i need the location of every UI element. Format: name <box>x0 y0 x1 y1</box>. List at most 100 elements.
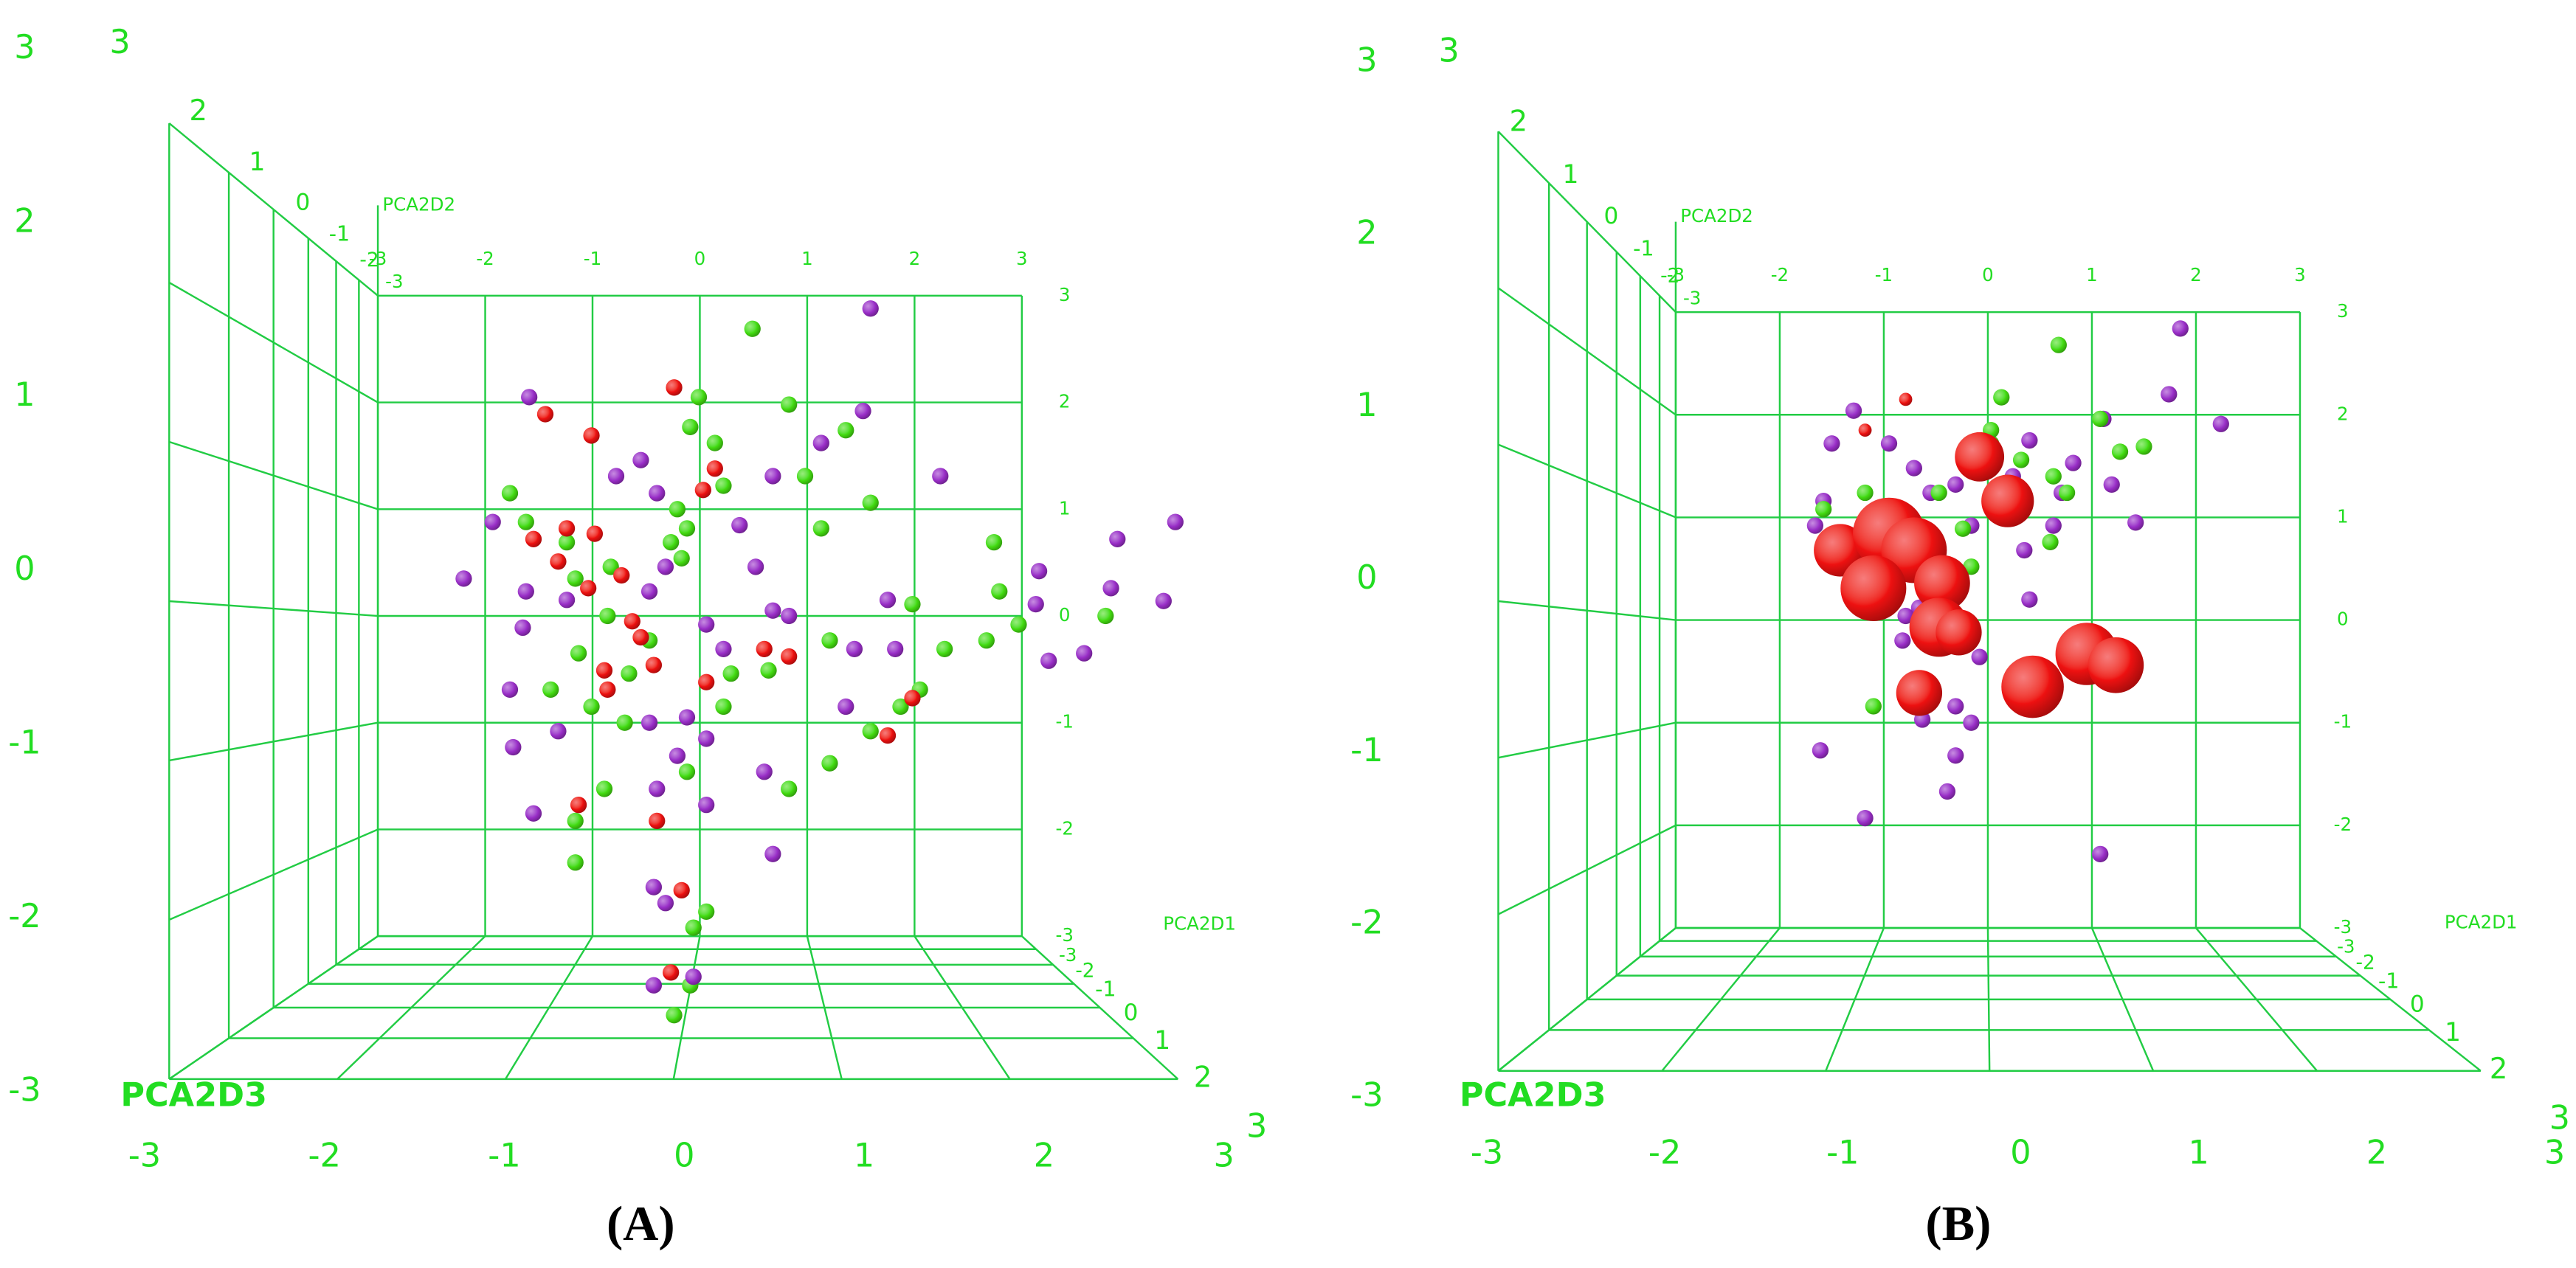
point <box>2172 320 2189 337</box>
point <box>904 690 921 707</box>
point <box>1109 530 1126 547</box>
panel-label: (A) <box>607 1196 675 1251</box>
y-tick-label: -3 <box>2334 916 2352 938</box>
x-tick-label: -2 <box>308 1137 341 1175</box>
z-tick-label: 3 <box>109 24 130 61</box>
point <box>879 592 897 609</box>
y-tick-label: -2 <box>2334 814 2352 835</box>
point <box>501 681 519 698</box>
x-tick-label: -1 <box>1826 1134 1859 1171</box>
point <box>525 805 542 822</box>
x-tick-label: -1 <box>584 248 601 269</box>
point <box>599 681 616 698</box>
y-axis-label: PCA2D2 <box>382 193 455 215</box>
point <box>1894 632 1911 649</box>
point <box>764 845 781 862</box>
x-tick-label: 0 <box>2010 1134 2031 1171</box>
z-tick-label: -1 <box>2378 969 2399 993</box>
point <box>1812 742 1829 759</box>
point <box>1899 392 1913 406</box>
point <box>1857 810 1874 827</box>
point <box>2021 591 2038 608</box>
point <box>838 422 854 439</box>
x-tick-label: 1 <box>854 1137 874 1175</box>
point <box>632 451 649 468</box>
x-axis-label: PCA2D1 <box>2445 911 2518 932</box>
x-tick-label: -2 <box>1771 264 1789 285</box>
point <box>663 964 680 981</box>
point <box>669 747 686 764</box>
point <box>812 434 829 451</box>
z-tick-label: 1 <box>1562 160 1578 190</box>
point <box>517 513 534 530</box>
x-tick-label: -3 <box>128 1137 161 1175</box>
point <box>514 619 531 637</box>
point <box>558 534 576 551</box>
point <box>756 640 773 658</box>
point <box>640 714 658 731</box>
x-tick-label: 3 <box>2294 264 2306 285</box>
point <box>649 485 666 502</box>
point <box>2092 845 2109 862</box>
z-tick-label: 1 <box>1154 1026 1170 1056</box>
point <box>936 640 953 658</box>
point <box>517 583 534 600</box>
point <box>613 567 630 584</box>
point <box>706 434 723 451</box>
point <box>645 879 663 895</box>
x-tick-label: 3 <box>2544 1134 2565 1171</box>
z-tick-label: 3 <box>1439 32 1460 69</box>
z-tick-label: 2 <box>1194 1061 1212 1094</box>
y-tick-label: -3 <box>1350 1076 1383 1114</box>
point <box>570 645 587 662</box>
x-tick-label: 2 <box>2366 1134 2387 1171</box>
point <box>2042 533 2059 550</box>
y-tick-label: -1 <box>1350 732 1383 769</box>
point <box>1936 609 1982 656</box>
point <box>862 300 879 317</box>
point <box>1963 714 1980 731</box>
x-tick-label: -2 <box>1648 1134 1681 1171</box>
point <box>904 595 921 613</box>
y-tick-label: 1 <box>14 376 35 414</box>
y-tick-label: 3 <box>2337 300 2349 322</box>
y-tick-label: 0 <box>1059 604 1071 626</box>
z-tick-label: -3 <box>1059 944 1077 966</box>
point <box>2021 432 2038 449</box>
point <box>558 592 576 609</box>
point <box>678 520 696 537</box>
y-tick-label: 1 <box>1356 387 1377 424</box>
z-tick-label: -2 <box>359 249 379 271</box>
x-tick-label: 0 <box>1982 264 1994 285</box>
point <box>1815 501 1832 518</box>
point <box>678 763 696 780</box>
z-tick-label: 1 <box>249 148 265 177</box>
z-tick-label: 3 <box>1246 1108 1267 1146</box>
z-tick-label: 0 <box>1603 203 1618 229</box>
point <box>1897 607 1914 625</box>
y-tick-label: 0 <box>2337 609 2349 630</box>
point <box>1955 432 2005 482</box>
point <box>1167 513 1184 530</box>
point <box>2045 517 2062 534</box>
y-tick-label: 3 <box>14 29 35 66</box>
point <box>722 665 739 682</box>
point <box>542 681 559 698</box>
point <box>731 516 748 534</box>
z-tick-label: -1 <box>329 221 350 246</box>
point <box>1880 435 1898 452</box>
z-tick-label: 0 <box>1124 999 1139 1026</box>
point <box>2111 443 2129 460</box>
point <box>846 640 863 658</box>
x-tick-label: -3 <box>1667 264 1685 285</box>
point <box>649 780 666 797</box>
point <box>525 530 542 547</box>
z-axis-label: PCA2D3 <box>120 1076 267 1114</box>
point <box>640 583 658 600</box>
point <box>781 780 798 797</box>
point <box>1905 460 1922 477</box>
point <box>879 727 897 744</box>
point <box>715 477 732 494</box>
point <box>694 482 711 499</box>
